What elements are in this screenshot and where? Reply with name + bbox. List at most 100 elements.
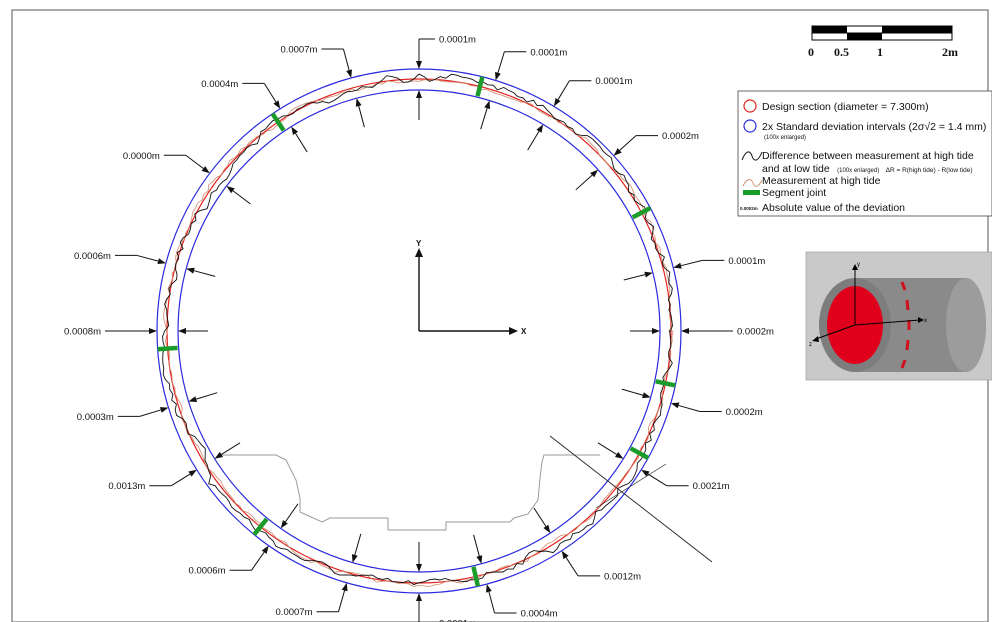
deviation-label: 0.0021m: [693, 481, 730, 492]
deviation-label: 0.0000m: [123, 151, 160, 162]
inset-y-label: y: [857, 262, 860, 268]
outer-arrow: [673, 262, 682, 269]
section-line-1: [549, 435, 713, 563]
outer-arrow: [641, 469, 650, 477]
outer-arrow: [149, 328, 157, 334]
segment-joint-marker: [157, 345, 178, 352]
deviation-label: 0.0001m: [439, 35, 476, 46]
inner-arrow: [186, 267, 195, 274]
scale-label-2m: 2m: [942, 45, 958, 59]
legend-box: [737, 90, 992, 217]
deviation-callout: 0.0001m: [623, 256, 765, 281]
deviation-label: 0.0001m: [439, 619, 476, 622]
inner-arrow: [642, 392, 651, 399]
deviation-label: 0.0007m: [280, 44, 317, 55]
outer-arrow: [341, 582, 348, 592]
legend-std-dev-swatch: [743, 119, 757, 133]
legend-segment-joint: Segment joint: [762, 187, 826, 199]
deviation-label: 0.0001m: [728, 256, 765, 267]
deviation-label: 0.0006m: [74, 251, 111, 262]
outer-arrow: [486, 584, 492, 593]
inner-arrow: [178, 328, 186, 334]
outer-arrow: [159, 407, 169, 413]
inner-arrow: [590, 169, 599, 178]
segment-joint-marker: [252, 517, 269, 537]
deviation-callout: 0.0007m: [276, 533, 362, 618]
outer-arrow: [157, 258, 166, 264]
deviation-callout: 0.0002m: [621, 388, 763, 418]
y-axis-label: Y: [416, 239, 422, 248]
inner-arrow: [188, 396, 198, 402]
deviation-label: 0.0001m: [530, 47, 567, 58]
deviation-label: 0.0002m: [737, 327, 774, 338]
deviation-label: 0.0002m: [662, 131, 699, 142]
legend-high-tide: Measurement at high tide: [762, 175, 881, 187]
legend-difference-line1: Difference between measurement at high t…: [762, 150, 974, 162]
difference-trace: [162, 73, 673, 586]
legend-difference-line2: and at low tide (100x enlarged) ΔR = R(h…: [762, 159, 973, 176]
x-axis-label: X: [521, 327, 527, 336]
legend-difference-line2-b: (100x enlarged): [837, 168, 879, 174]
outer-arrow: [561, 550, 569, 560]
coordinate-axes: Y X: [415, 239, 527, 336]
legend-std-dev: 2x Standard deviation intervals (2σ√2 = …: [762, 121, 986, 133]
inner-arrow: [351, 554, 358, 563]
deviation-callout: 0.0008m: [64, 327, 208, 338]
segment-joint-marker: [655, 379, 676, 388]
legend-std-dev-note: (100x enlarged): [764, 135, 806, 141]
outer-arrow: [681, 328, 689, 334]
legend-difference-line2-c: ΔR = R(high tide) - R(low tide): [886, 167, 973, 174]
outer-arrow: [553, 98, 561, 107]
inset-z-label: z: [809, 342, 812, 348]
deviation-label: 0.0001m: [595, 76, 632, 87]
track-bed-profile: [222, 454, 600, 531]
deviation-label: 0.0006m: [189, 566, 226, 577]
deviation-label: 0.0008m: [64, 327, 101, 338]
deviation-callout: 0.0012m: [533, 507, 641, 582]
deviation-callout: 0.0004m: [473, 534, 558, 620]
legend-difference-swatch: [741, 151, 763, 161]
segment-joint-marker: [270, 112, 286, 132]
deviation-callout: 0.0001m: [416, 542, 476, 622]
outer-arrow: [273, 100, 281, 109]
inner-arrow: [291, 126, 299, 135]
inner-arrow: [543, 524, 551, 534]
inner-arrow: [416, 564, 422, 572]
segment-joint-marker: [475, 76, 485, 97]
scale-bar: 0 0.5 1 2m: [808, 25, 958, 59]
outer-arrow: [416, 593, 422, 601]
deviation-label: 0.0013m: [108, 481, 145, 492]
tube-end-highlight: [946, 278, 986, 372]
legend-abs-value: Absolute value of the deviation: [762, 202, 905, 214]
segment-joint-marker: [629, 446, 650, 460]
deviation-label: 0.0002m: [726, 407, 763, 418]
deviation-callout: 0.0001m: [527, 76, 632, 151]
inner-arrow: [652, 328, 660, 334]
scale-label-0: 0: [808, 45, 814, 59]
deviation-callout: 0.0007m: [280, 44, 365, 128]
high-tide-trace: [163, 78, 674, 587]
deviation-callout: 0.0006m: [189, 503, 299, 577]
trace-group: [162, 73, 674, 587]
deviation-callout: 0.0001m: [480, 47, 567, 130]
outer-arrow: [346, 69, 352, 78]
inner-arrow: [615, 451, 624, 459]
deviation-callout: 0.0006m: [74, 251, 216, 277]
inner-arrow: [476, 555, 483, 564]
section-line-2: [595, 463, 667, 509]
segment-joint-marker: [631, 206, 652, 220]
segment-joints: [157, 76, 676, 587]
legend-difference-line2-a: and at low tide: [762, 163, 830, 175]
inner-arrow: [280, 520, 288, 529]
inner-arrow: [484, 100, 490, 110]
legend-abs-sample: 0.0002m: [740, 206, 758, 211]
inner-arrow: [355, 98, 362, 107]
deviation-callouts: 0.0001m 0.0001m 0.0001m 0.0002m 0.0001m 0.000…: [64, 35, 774, 622]
outer-arrow: [188, 469, 197, 477]
deviation-label: 0.0003m: [77, 412, 114, 423]
scale-label-0-5: 0.5: [834, 45, 849, 59]
outer-arrow: [495, 71, 501, 81]
deviation-callout: 0.0000m: [123, 151, 251, 205]
outer-arrow: [261, 545, 269, 554]
